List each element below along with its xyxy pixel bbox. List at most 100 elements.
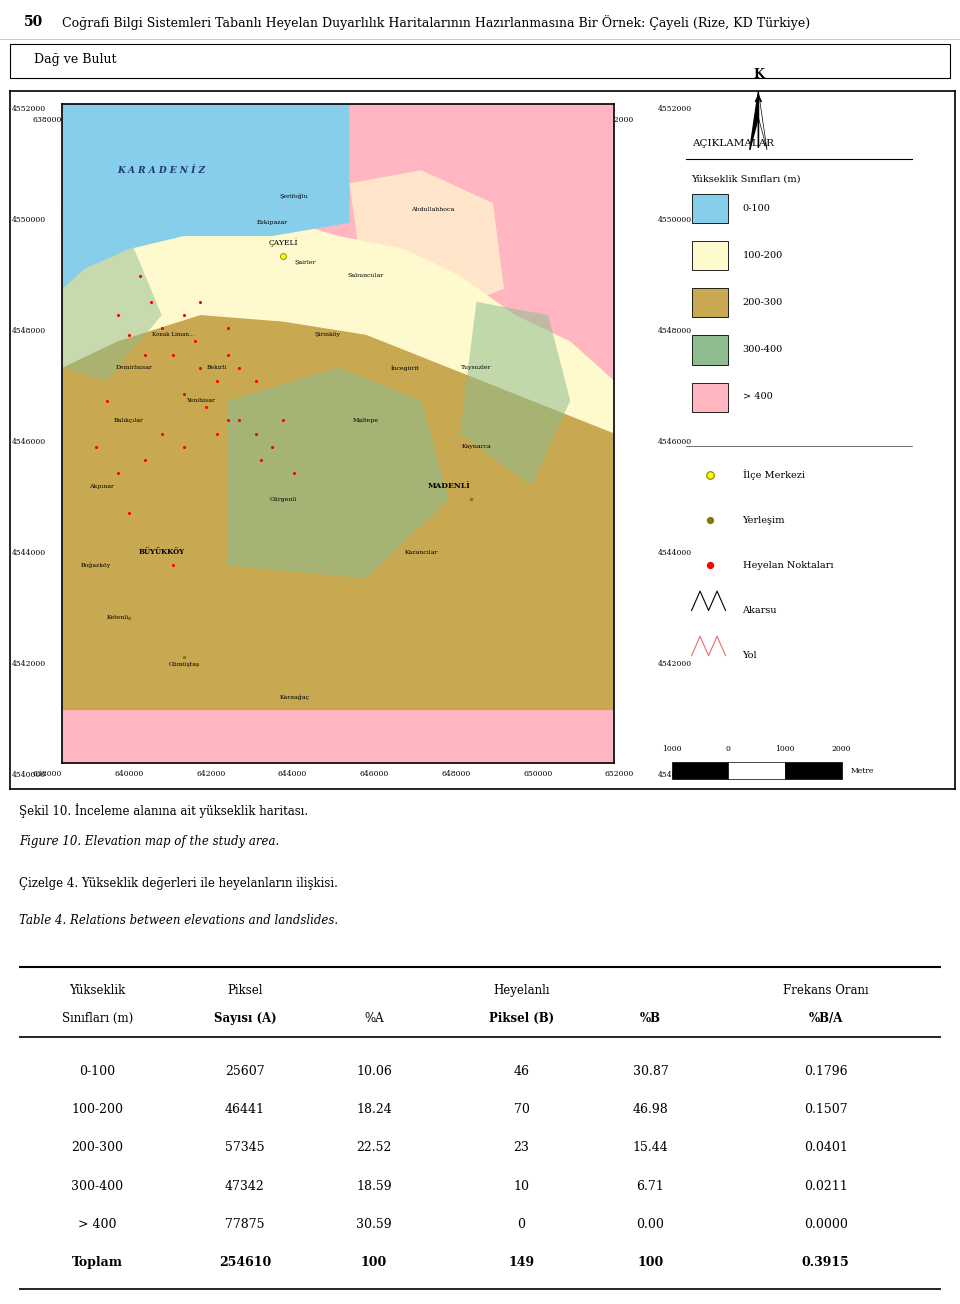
- Text: Frekans Oranı: Frekans Oranı: [782, 983, 869, 996]
- Point: [154, 318, 169, 339]
- Point: [220, 409, 235, 430]
- Text: 648000: 648000: [442, 116, 470, 124]
- Text: Gürgenli: Gürgenli: [270, 497, 297, 502]
- Text: 4540000: 4540000: [12, 771, 46, 778]
- Point: [193, 357, 208, 378]
- Text: 4544000: 4544000: [658, 549, 691, 557]
- Text: 4548000: 4548000: [12, 327, 46, 335]
- Text: 15.44: 15.44: [633, 1141, 668, 1154]
- Text: 650000: 650000: [523, 771, 552, 778]
- Text: Abdullahhoca: Abdullahhoca: [411, 207, 454, 213]
- Polygon shape: [62, 236, 161, 381]
- Text: 4544000: 4544000: [12, 549, 46, 557]
- Text: 646000: 646000: [360, 116, 389, 124]
- Bar: [691, 241, 729, 270]
- Text: 200-300: 200-300: [743, 299, 782, 306]
- Text: 4546000: 4546000: [12, 438, 46, 446]
- Text: 638000: 638000: [33, 771, 62, 778]
- Text: Piksel: Piksel: [228, 983, 263, 996]
- Point: [703, 556, 718, 576]
- Text: K: K: [753, 69, 764, 81]
- Bar: [785, 762, 842, 778]
- Text: 4552000: 4552000: [658, 104, 691, 112]
- Text: 6.71: 6.71: [636, 1180, 664, 1193]
- Text: 650000: 650000: [523, 116, 552, 124]
- Text: 18.59: 18.59: [356, 1180, 392, 1193]
- Point: [220, 344, 235, 365]
- Polygon shape: [349, 170, 504, 316]
- Polygon shape: [750, 91, 758, 150]
- Text: Şirinköy: Şirinköy: [314, 333, 341, 338]
- Point: [276, 409, 291, 430]
- Text: 0: 0: [726, 746, 731, 754]
- Text: 0.0000: 0.0000: [804, 1218, 848, 1231]
- Text: 10: 10: [514, 1180, 530, 1193]
- Text: BÜYÜKKÖY: BÜYÜKKÖY: [138, 548, 185, 556]
- Polygon shape: [460, 303, 570, 486]
- Text: 4540000: 4540000: [658, 771, 691, 778]
- Point: [165, 556, 180, 576]
- Text: 30.59: 30.59: [356, 1218, 392, 1231]
- Point: [137, 344, 153, 365]
- Text: Sınıfları (m): Sınıfları (m): [61, 1012, 133, 1025]
- Text: 23: 23: [514, 1141, 529, 1154]
- Text: Yükseklik: Yükseklik: [69, 983, 126, 996]
- Point: [198, 396, 213, 417]
- Point: [220, 318, 235, 339]
- Text: 4542000: 4542000: [12, 660, 46, 668]
- FancyBboxPatch shape: [10, 44, 950, 78]
- Text: Şekil 10. İnceleme alanına ait yükseklik haritası.: Şekil 10. İnceleme alanına ait yükseklik…: [19, 803, 308, 818]
- Text: 652000: 652000: [605, 771, 635, 778]
- Polygon shape: [62, 269, 614, 711]
- Point: [176, 305, 191, 326]
- Text: 0-100: 0-100: [80, 1065, 115, 1078]
- Point: [109, 305, 125, 326]
- Text: 4550000: 4550000: [658, 215, 691, 224]
- Text: 0-100: 0-100: [743, 203, 771, 213]
- Bar: [729, 762, 785, 778]
- Text: K A R A D E N İ Z: K A R A D E N İ Z: [118, 166, 205, 175]
- Polygon shape: [62, 170, 614, 434]
- Text: 652000: 652000: [605, 116, 635, 124]
- Text: 100-200: 100-200: [743, 250, 782, 259]
- Text: Eskipazar: Eskipazar: [256, 220, 288, 226]
- Text: 50: 50: [24, 16, 43, 29]
- Text: AÇIKLAMALAR: AÇIKLAMALAR: [691, 140, 774, 149]
- Point: [248, 424, 263, 445]
- Text: 57345: 57345: [226, 1141, 265, 1154]
- Text: Akpınar: Akpınar: [88, 484, 113, 489]
- Polygon shape: [228, 368, 448, 579]
- Point: [109, 463, 125, 484]
- Text: Toplam: Toplam: [72, 1256, 123, 1269]
- Point: [176, 437, 191, 458]
- Text: Sabuncular: Sabuncular: [348, 273, 384, 278]
- Text: 30.87: 30.87: [633, 1065, 668, 1078]
- Point: [143, 292, 158, 313]
- Text: 644000: 644000: [278, 116, 307, 124]
- Text: 1000: 1000: [776, 746, 795, 754]
- Text: 646000: 646000: [360, 771, 389, 778]
- Text: Heyelanlı: Heyelanlı: [493, 983, 550, 996]
- Bar: [691, 288, 729, 317]
- Text: Çizelge 4. Yükseklik değerleri ile heyelanların ilişkisi.: Çizelge 4. Yükseklik değerleri ile heyel…: [19, 878, 338, 891]
- Text: ÇAYELİ: ÇAYELİ: [269, 239, 298, 246]
- Text: %A: %A: [364, 1012, 384, 1025]
- Text: Maltepe: Maltepe: [353, 417, 379, 422]
- Text: %B/A: %B/A: [808, 1012, 843, 1025]
- Point: [121, 502, 136, 523]
- Text: 254610: 254610: [219, 1256, 271, 1269]
- Point: [264, 437, 280, 458]
- Text: Metre: Metre: [851, 767, 874, 775]
- Text: 149: 149: [509, 1256, 535, 1269]
- Point: [253, 450, 269, 471]
- Bar: [672, 762, 729, 778]
- Text: 46.98: 46.98: [633, 1103, 668, 1116]
- Point: [703, 510, 718, 531]
- Text: 642000: 642000: [196, 116, 226, 124]
- Point: [209, 370, 225, 391]
- Text: 0.1507: 0.1507: [804, 1103, 848, 1116]
- Point: [121, 608, 136, 629]
- Text: Balıkçılar: Balıkçılar: [113, 417, 144, 422]
- Point: [165, 344, 180, 365]
- Text: 300-400: 300-400: [71, 1180, 124, 1193]
